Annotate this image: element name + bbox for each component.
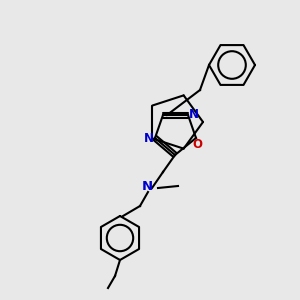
Text: O: O bbox=[192, 137, 202, 151]
Text: N: N bbox=[144, 131, 154, 145]
Text: N: N bbox=[141, 179, 153, 193]
Text: N: N bbox=[189, 109, 199, 122]
